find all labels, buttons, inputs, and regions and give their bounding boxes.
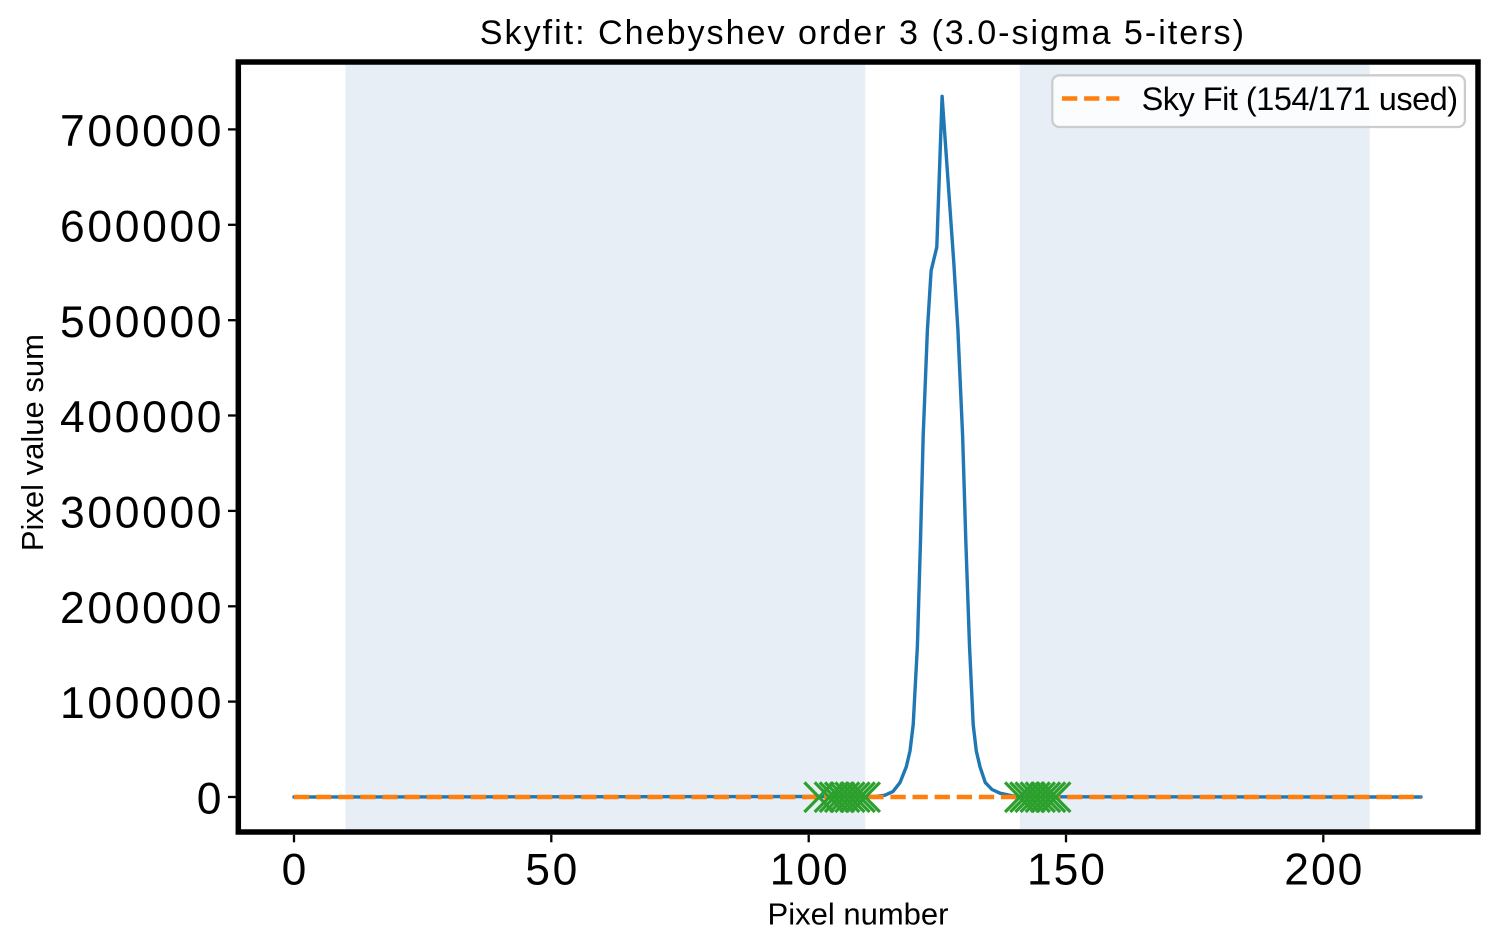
- svg-text:0: 0: [282, 845, 307, 894]
- svg-text:Skyfit: Chebyshev order 3 (3.0: Skyfit: Chebyshev order 3 (3.0-sigma 5-i…: [480, 14, 1246, 52]
- svg-text:100: 100: [770, 845, 848, 894]
- svg-text:200: 200: [1284, 845, 1362, 894]
- svg-text:150: 150: [1027, 845, 1105, 894]
- svg-text:0: 0: [197, 775, 222, 824]
- svg-text:Pixel value sum: Pixel value sum: [15, 334, 50, 551]
- svg-text:Sky Fit (154/171 used): Sky Fit (154/171 used): [1142, 81, 1458, 117]
- svg-text:Pixel number: Pixel number: [768, 897, 949, 932]
